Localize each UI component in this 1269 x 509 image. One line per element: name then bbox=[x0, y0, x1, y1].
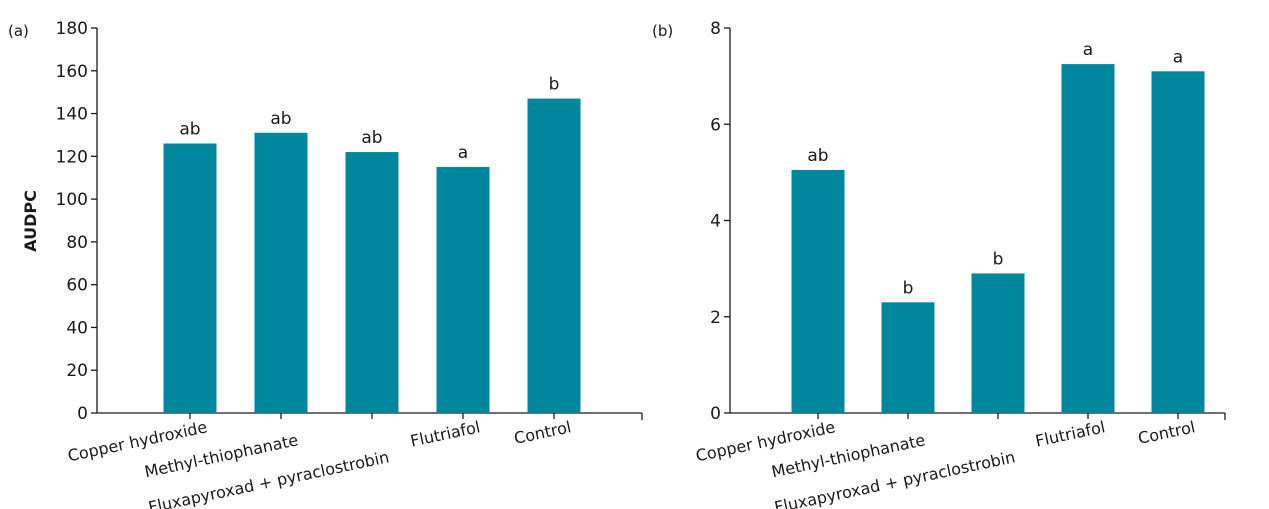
bar bbox=[436, 167, 490, 413]
data-label: ab bbox=[361, 128, 382, 148]
y-tick-label: 0 bbox=[77, 404, 88, 424]
y-tick-label: 20 bbox=[66, 361, 88, 381]
bar bbox=[971, 273, 1025, 413]
panel-label: (a) bbox=[8, 22, 29, 40]
category-label: Control bbox=[1136, 417, 1197, 448]
y-tick-label: 140 bbox=[56, 105, 88, 125]
bar bbox=[163, 143, 217, 413]
data-label: b bbox=[993, 249, 1004, 269]
category-label: Control bbox=[512, 417, 573, 448]
panel-label: (b) bbox=[652, 22, 673, 40]
bar bbox=[1061, 64, 1115, 413]
bar bbox=[345, 152, 399, 414]
category-label: Flutriafol bbox=[1034, 417, 1107, 450]
data-label: ab bbox=[807, 146, 828, 166]
y-tick-label: 160 bbox=[56, 62, 88, 82]
bar bbox=[1151, 71, 1205, 413]
y-tick-label: 6 bbox=[710, 115, 721, 135]
y-tick-label: 40 bbox=[66, 318, 88, 338]
y-tick-label: 8 bbox=[710, 19, 721, 39]
y-tick-label: 180 bbox=[56, 19, 88, 39]
data-label: b bbox=[903, 278, 914, 298]
panel-a: (a)AUDPC020406080100120140160180abCopper… bbox=[8, 19, 643, 509]
y-tick-label: 60 bbox=[66, 276, 88, 296]
y-tick-label: 0 bbox=[710, 404, 721, 424]
y-axis-label: AUDPC bbox=[21, 190, 40, 252]
data-label: a bbox=[1083, 40, 1093, 60]
data-label: b bbox=[549, 75, 560, 95]
data-label: ab bbox=[179, 120, 200, 140]
data-label: a bbox=[458, 143, 468, 163]
y-tick-label: 4 bbox=[710, 212, 721, 232]
y-tick-label: 2 bbox=[710, 308, 721, 328]
bar bbox=[527, 98, 581, 413]
bar bbox=[791, 169, 845, 413]
bar bbox=[254, 132, 308, 414]
data-label: a bbox=[1173, 47, 1183, 67]
y-tick-label: 80 bbox=[66, 233, 88, 253]
y-tick-label: 120 bbox=[56, 147, 88, 167]
category-label: Flutriafol bbox=[409, 417, 482, 450]
y-tick-label: 100 bbox=[56, 190, 88, 210]
data-label: ab bbox=[270, 109, 291, 129]
bar bbox=[881, 302, 935, 413]
